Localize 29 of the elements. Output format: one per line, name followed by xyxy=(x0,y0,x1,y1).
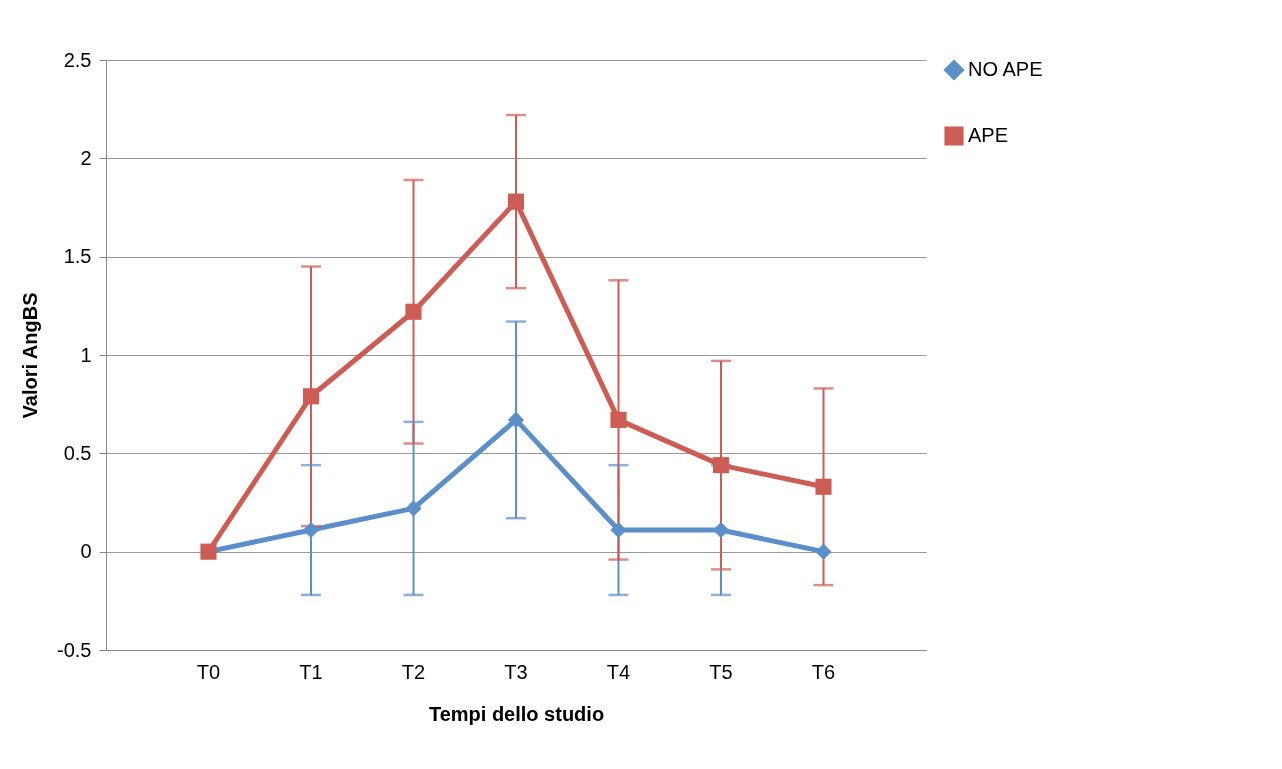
point xyxy=(712,457,730,474)
x-tick-label: T1 xyxy=(299,660,323,683)
y-tick-label: -0.5 xyxy=(57,638,92,661)
y-axis-title: Valori AngBS xyxy=(19,292,42,419)
legend-label: NO APE xyxy=(968,58,1043,80)
point xyxy=(302,388,320,405)
x-axis-title: Tempi dello studio xyxy=(428,702,605,725)
x-tick-label: T0 xyxy=(196,660,221,683)
x-tick-label: T3 xyxy=(504,660,528,683)
point xyxy=(405,303,422,320)
x-tick-label: T6 xyxy=(811,660,836,683)
x-tick-label: T5 xyxy=(709,660,733,683)
point xyxy=(610,521,627,539)
y-tick-label: 1 xyxy=(80,343,92,366)
point xyxy=(815,543,832,560)
point xyxy=(507,411,525,428)
y-tick-label: 2 xyxy=(80,146,92,169)
point xyxy=(302,521,320,539)
legend-label: APE xyxy=(968,124,1009,146)
point xyxy=(507,193,525,210)
y-tick-label: 0 xyxy=(80,540,92,563)
point xyxy=(815,478,832,495)
x-tick-label: T4 xyxy=(606,660,631,683)
x-tick-label: T2 xyxy=(401,660,426,683)
point xyxy=(405,500,422,517)
y-tick-label: 2.5 xyxy=(63,48,92,71)
y-tick-label: 0.5 xyxy=(63,441,92,464)
y-tick-label: 1.5 xyxy=(63,245,92,268)
point xyxy=(610,411,627,428)
